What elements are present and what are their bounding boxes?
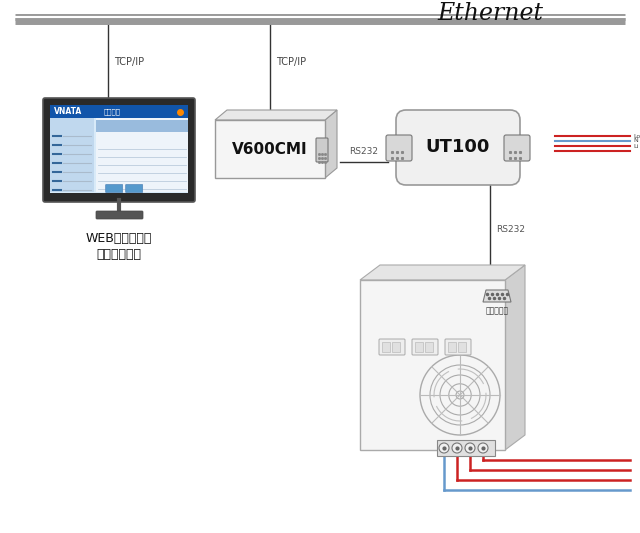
FancyBboxPatch shape xyxy=(215,120,325,178)
FancyBboxPatch shape xyxy=(458,342,466,352)
Text: Li: Li xyxy=(633,143,638,149)
Text: 远程放电操作: 远程放电操作 xyxy=(97,248,141,261)
Polygon shape xyxy=(325,110,337,178)
FancyBboxPatch shape xyxy=(316,138,328,162)
Text: TCP/IP: TCP/IP xyxy=(276,57,306,67)
FancyBboxPatch shape xyxy=(96,118,188,192)
FancyBboxPatch shape xyxy=(106,184,123,192)
FancyBboxPatch shape xyxy=(386,135,412,161)
FancyBboxPatch shape xyxy=(379,339,405,355)
FancyBboxPatch shape xyxy=(125,184,143,192)
Text: V600CMI: V600CMI xyxy=(232,141,308,157)
FancyBboxPatch shape xyxy=(425,342,433,352)
Text: VNATA: VNATA xyxy=(54,108,83,117)
Text: RS232: RS232 xyxy=(349,147,378,156)
Polygon shape xyxy=(483,290,511,302)
Polygon shape xyxy=(505,265,525,450)
FancyBboxPatch shape xyxy=(504,135,530,161)
Circle shape xyxy=(465,443,475,453)
Circle shape xyxy=(478,443,488,453)
Text: WEB客户端执行: WEB客户端执行 xyxy=(86,232,152,245)
Text: N: N xyxy=(633,139,637,143)
Text: RS232: RS232 xyxy=(496,225,525,235)
FancyBboxPatch shape xyxy=(415,342,423,352)
Text: Lo: Lo xyxy=(633,133,640,139)
Circle shape xyxy=(439,443,449,453)
FancyBboxPatch shape xyxy=(448,342,456,352)
FancyBboxPatch shape xyxy=(392,342,400,352)
FancyBboxPatch shape xyxy=(437,440,495,456)
FancyBboxPatch shape xyxy=(50,105,188,193)
FancyBboxPatch shape xyxy=(445,339,471,355)
FancyBboxPatch shape xyxy=(50,105,188,118)
FancyBboxPatch shape xyxy=(360,280,505,450)
Polygon shape xyxy=(360,265,525,280)
Text: TCP/IP: TCP/IP xyxy=(114,57,144,67)
FancyBboxPatch shape xyxy=(96,211,143,219)
Circle shape xyxy=(452,443,462,453)
Text: 机房监控: 机房监控 xyxy=(104,109,120,115)
FancyBboxPatch shape xyxy=(396,110,520,185)
Text: Ethernet: Ethernet xyxy=(437,2,543,25)
FancyBboxPatch shape xyxy=(382,342,390,352)
FancyBboxPatch shape xyxy=(50,118,94,192)
Polygon shape xyxy=(215,110,337,120)
Text: UT100: UT100 xyxy=(426,138,490,156)
FancyBboxPatch shape xyxy=(96,120,188,132)
FancyBboxPatch shape xyxy=(412,339,438,355)
Text: 计算机接口: 计算机接口 xyxy=(485,306,509,315)
FancyBboxPatch shape xyxy=(43,98,195,202)
